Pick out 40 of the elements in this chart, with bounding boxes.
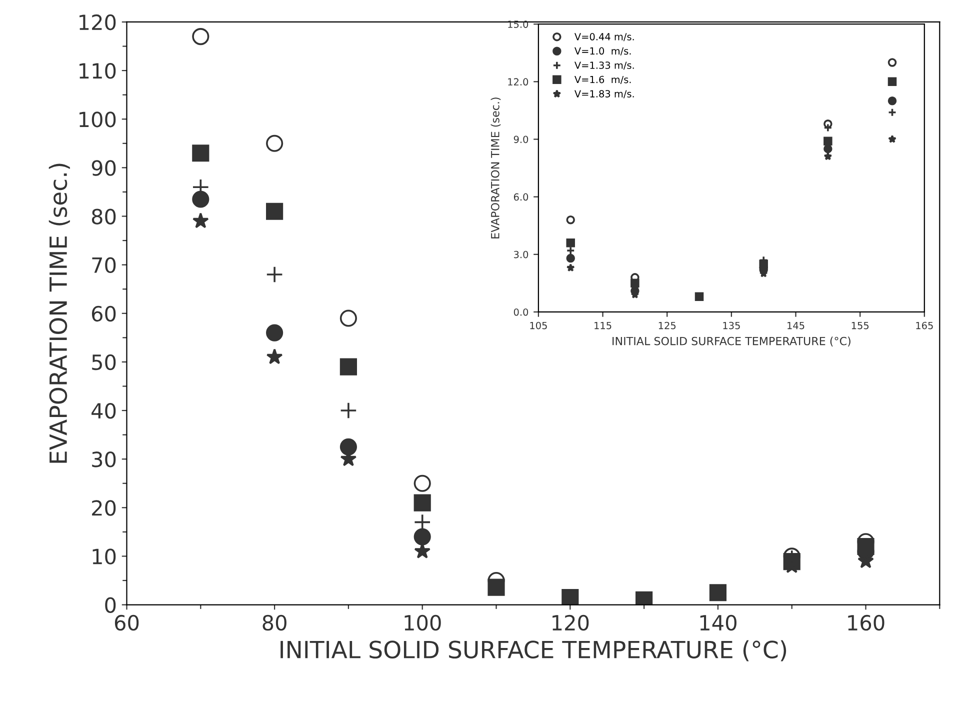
- y-tick-label: 15.0: [508, 20, 528, 28]
- x-tick-label: 135: [723, 322, 740, 330]
- y-tick-label: 9.0: [514, 136, 528, 144]
- x-axis-title: INITIAL SOLID SURFACE TEMPERATURE (°C): [612, 336, 850, 347]
- x-tick-label: 100: [404, 614, 441, 631]
- x-tick-label: 145: [788, 322, 804, 330]
- y-tick-label: 40: [92, 402, 116, 419]
- y-tick-label: 80: [92, 208, 116, 224]
- legend-label: V=1.83 m/s.: [574, 90, 634, 98]
- y-tick-label: 120: [80, 14, 116, 30]
- y-tick-label: 0.0: [514, 308, 528, 316]
- legend-label: V=0.44 m/s.: [574, 33, 634, 42]
- legend-label: V=1.33 m/s.: [574, 62, 634, 70]
- x-tick-label: 105: [530, 322, 547, 330]
- y-axis-title: EVAPORATION TIME (sec.): [490, 98, 501, 238]
- x-tick-label: 120: [552, 614, 589, 631]
- x-tick-label: 115: [594, 322, 612, 330]
- x-tick-label: 140: [700, 614, 736, 631]
- y-tick-label: 6.0: [514, 193, 528, 201]
- x-tick-label: 155: [852, 322, 869, 330]
- x-tick-label: 160: [848, 614, 884, 631]
- y-tick-label: 90: [92, 160, 116, 176]
- y-tick-label: 70: [92, 257, 116, 274]
- legend-label: V=1.6 m/s.: [574, 76, 631, 84]
- x-tick-label: 60: [114, 614, 139, 631]
- y-tick-label: 12.0: [508, 78, 528, 86]
- y-tick-label: 3.0: [514, 250, 528, 258]
- x-axis-title: INITIAL SOLID SURFACE TEMPERATURE (°C): [280, 640, 786, 662]
- y-tick-label: 10: [92, 548, 116, 564]
- y-axis-title: EVAPORATION TIME (sec.): [48, 164, 70, 463]
- y-tick-label: 100: [80, 112, 116, 128]
- x-tick-label: 125: [658, 322, 676, 330]
- x-tick-label: 165: [916, 322, 933, 330]
- legend-label: V=1.0 m/s.: [574, 47, 631, 56]
- x-tick-label: 80: [262, 614, 286, 631]
- y-tick-label: 50: [92, 354, 116, 370]
- y-tick-label: 30: [92, 452, 116, 468]
- y-tick-label: 110: [80, 63, 116, 79]
- y-tick-label: 0: [105, 597, 116, 613]
- y-tick-label: 20: [92, 500, 116, 516]
